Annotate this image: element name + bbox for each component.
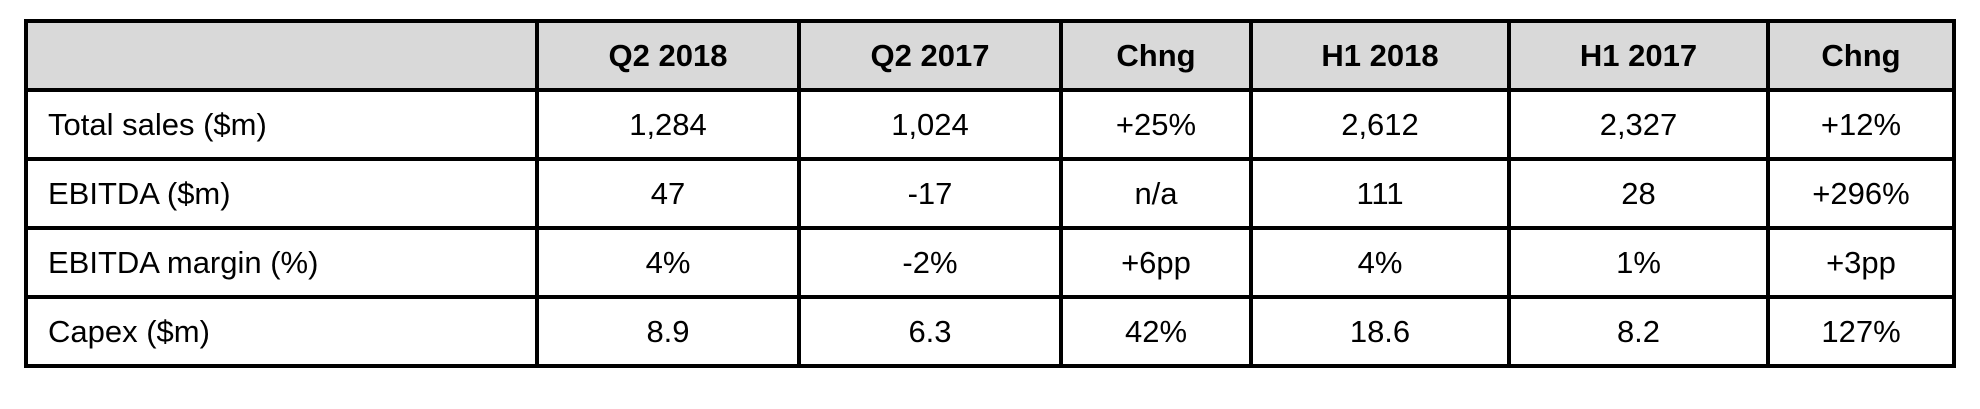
table-cell: 2,612 <box>1249 88 1511 161</box>
table-cell: +6pp <box>1059 226 1253 299</box>
table-cell: 6.3 <box>797 295 1063 368</box>
header-cell-q2-2017: Q2 2017 <box>797 19 1063 92</box>
table-cell: +3pp <box>1766 226 1956 299</box>
table-cell: n/a <box>1059 157 1253 230</box>
financial-summary-table: Q2 2018 Q2 2017 Chng H1 2018 H1 2017 Chn… <box>24 19 1956 368</box>
header-cell-q2-change: Chng <box>1059 19 1253 92</box>
table-cell: 8.9 <box>535 295 801 368</box>
table-cell: 111 <box>1249 157 1511 230</box>
table-cell: 1,284 <box>535 88 801 161</box>
row-label: EBITDA ($m) <box>24 157 539 230</box>
table-cell: +12% <box>1766 88 1956 161</box>
table-row: Capex ($m) 8.9 6.3 42% 18.6 8.2 127% <box>24 295 1956 368</box>
table-cell: +296% <box>1766 157 1956 230</box>
table-row: EBITDA ($m) 47 -17 n/a 111 28 +296% <box>24 157 1956 230</box>
table-cell: 2,327 <box>1507 88 1770 161</box>
table-cell: 8.2 <box>1507 295 1770 368</box>
table-cell: +25% <box>1059 88 1253 161</box>
header-cell-h1-2018: H1 2018 <box>1249 19 1511 92</box>
table-cell: 47 <box>535 157 801 230</box>
table-cell: 127% <box>1766 295 1956 368</box>
financial-summary-table-container: Q2 2018 Q2 2017 Chng H1 2018 H1 2017 Chn… <box>24 19 1956 368</box>
table-cell: 1% <box>1507 226 1770 299</box>
row-label: EBITDA margin (%) <box>24 226 539 299</box>
table-header-row: Q2 2018 Q2 2017 Chng H1 2018 H1 2017 Chn… <box>24 19 1956 92</box>
table-cell: 18.6 <box>1249 295 1511 368</box>
header-cell-h1-2017: H1 2017 <box>1507 19 1770 92</box>
row-label: Capex ($m) <box>24 295 539 368</box>
header-cell-blank <box>24 19 539 92</box>
header-cell-h1-change: Chng <box>1766 19 1956 92</box>
table-row: Total sales ($m) 1,284 1,024 +25% 2,612 … <box>24 88 1956 161</box>
header-cell-q2-2018: Q2 2018 <box>535 19 801 92</box>
row-label: Total sales ($m) <box>24 88 539 161</box>
table-cell: 42% <box>1059 295 1253 368</box>
table-cell: 28 <box>1507 157 1770 230</box>
table-cell: -2% <box>797 226 1063 299</box>
table-row: EBITDA margin (%) 4% -2% +6pp 4% 1% +3pp <box>24 226 1956 299</box>
table-cell: -17 <box>797 157 1063 230</box>
table-cell: 1,024 <box>797 88 1063 161</box>
table-cell: 4% <box>1249 226 1511 299</box>
table-cell: 4% <box>535 226 801 299</box>
